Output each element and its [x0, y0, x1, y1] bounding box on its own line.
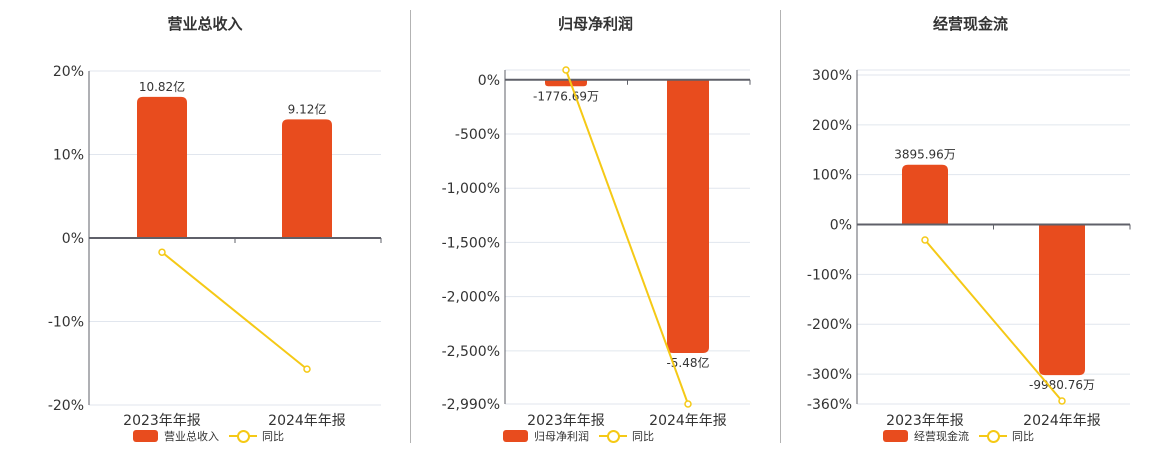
bar[interactable]: [902, 164, 948, 225]
bar-data-label: -9980.76万: [1029, 378, 1095, 392]
bar[interactable]: [282, 119, 332, 238]
yoy-point[interactable]: [684, 400, 692, 408]
y-tick-label: -10%: [48, 315, 84, 331]
bar-data-label: -1776.69万: [533, 89, 599, 103]
yoy-line: [924, 239, 1063, 402]
bar[interactable]: [545, 79, 587, 87]
legend-bar-label: 营业总收入: [164, 430, 219, 443]
y-tick-label: 0%: [62, 231, 84, 247]
chart-legend: 经营现金流 同比: [883, 428, 1034, 444]
y-tick-label: 0%: [830, 218, 852, 234]
yoy-point[interactable]: [303, 365, 311, 373]
x-category-label: 2023年年报: [527, 413, 605, 429]
y-tick-label: -360%: [807, 397, 852, 413]
yoy-line: [161, 251, 308, 370]
legend-bar-swatch: [883, 430, 908, 442]
legend-line-label: 同比: [1012, 430, 1034, 443]
yoy-point[interactable]: [562, 66, 570, 74]
x-category-label: 2023年年报: [123, 413, 201, 429]
y-tick-label: -20%: [48, 398, 84, 414]
bar-data-label: -5.48亿: [666, 355, 709, 370]
bar-data-label: 9.12亿: [288, 101, 327, 116]
panel-divider: [410, 10, 411, 443]
chart-plot-net-profit: 0% -500% -1,000% -1,500% -2,000% -2,500% -2,99…: [442, 66, 751, 429]
y-tick-label: 0%: [478, 73, 500, 89]
x-category-label: 2024年年报: [268, 413, 346, 429]
legend-bar-swatch: [133, 430, 158, 442]
legend-bar-label: 经营现金流: [914, 430, 969, 443]
y-tick-label: -100%: [807, 267, 852, 283]
chart-panel-revenue: 营业总收入 20% 10% 0% -10% -20% 10.82亿 9.12亿 2023年年报…: [0, 0, 410, 450]
y-tick-label: -500%: [455, 127, 500, 143]
y-tick-label: 200%: [812, 118, 852, 134]
legend-line-swatch-icon: [979, 429, 1007, 443]
y-tick-label: 100%: [812, 168, 852, 184]
y-tick-label: 10%: [53, 148, 84, 164]
y-tick-label: -1,500%: [442, 235, 500, 251]
y-tick-label: -300%: [807, 367, 852, 383]
chart-panel-operating-cash-flow: 经营现金流 300% 200% 100% 0% -100% -200% -300% -360%…: [781, 0, 1160, 450]
chart-legend: 归母净利润 同比: [503, 428, 654, 444]
chart-legend: 营业总收入 同比: [133, 428, 284, 444]
chart-panel-net-profit: 归母净利润 0% -500% -1,000% -1,500% -2,000% -2,500…: [411, 0, 780, 450]
yoy-point[interactable]: [921, 236, 929, 244]
bar[interactable]: [137, 96, 187, 238]
bar[interactable]: [1039, 224, 1085, 376]
legend-bar-swatch: [503, 430, 528, 442]
y-tick-label: -2,500%: [442, 344, 500, 360]
panel-divider: [780, 10, 781, 443]
bar-data-label: 3895.96万: [894, 148, 956, 162]
y-tick-label: -2,000%: [442, 290, 500, 306]
chart-plot-revenue: 20% 10% 0% -10% -20% 10.82亿 9.12亿 2023年年报 2024年年…: [48, 64, 382, 429]
chart-title: 营业总收入: [167, 15, 243, 33]
legend-line-swatch-icon: [229, 429, 257, 443]
legend-line-swatch-icon: [599, 429, 627, 443]
legend-line-label: 同比: [262, 430, 284, 443]
x-category-label: 2024年年报: [1023, 413, 1101, 429]
y-tick-label: -2,990%: [442, 397, 500, 413]
x-category-label: 2024年年报: [649, 413, 727, 429]
chart-title: 经营现金流: [932, 15, 1008, 33]
bar-data-label: 10.82亿: [139, 79, 185, 94]
yoy-point[interactable]: [1058, 397, 1066, 405]
y-tick-label: 300%: [812, 68, 852, 84]
x-category-label: 2023年年报: [886, 413, 964, 429]
chart-plot-operating-cash-flow: 300% 200% 100% 0% -100% -200% -300% -360% 3895.9…: [807, 68, 1131, 429]
y-tick-label: 20%: [53, 64, 84, 80]
yoy-point[interactable]: [158, 248, 166, 256]
y-tick-label: -1,000%: [442, 181, 500, 197]
yoy-line: [565, 69, 689, 405]
legend-bar-label: 归母净利润: [534, 430, 589, 443]
bar[interactable]: [667, 79, 709, 354]
y-tick-label: -200%: [807, 317, 852, 333]
chart-title: 归母净利润: [557, 15, 633, 33]
legend-line-label: 同比: [632, 430, 654, 443]
